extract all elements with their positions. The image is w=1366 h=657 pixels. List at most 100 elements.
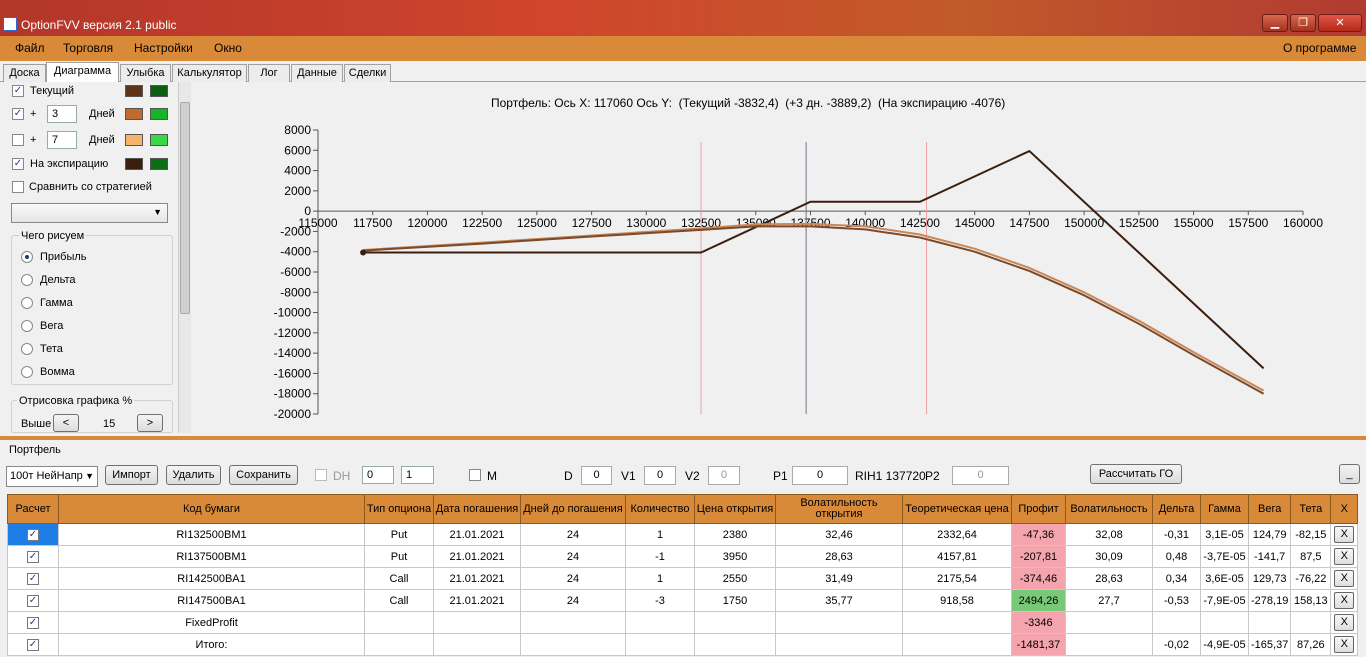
column-header[interactable]: X: [1330, 494, 1359, 524]
d7-color-b[interactable]: [150, 134, 168, 146]
table-row[interactable]: ✓ RI147500BA1 Call 21.01.2021 24 -3 1750 35,77 9…: [7, 589, 1359, 612]
maximize-button[interactable]: ❐: [1290, 14, 1316, 32]
render-prev-button[interactable]: <: [53, 414, 79, 432]
column-header[interactable]: Количество: [625, 494, 695, 524]
radio-vega[interactable]: [21, 320, 33, 332]
radio-vomma[interactable]: [21, 366, 33, 378]
table-row[interactable]: ✓ Итого: -1481,37 -0,02 -4,9E-05 -165,37 87,26…: [7, 633, 1359, 656]
calc-checkbox-cell[interactable]: ✓: [7, 611, 59, 634]
minimize-button[interactable]: ▁: [1262, 14, 1288, 32]
tab-diagram[interactable]: Диаграмма: [46, 62, 119, 83]
calc-checkbox[interactable]: ✓: [27, 551, 39, 563]
render-next-button[interactable]: >: [137, 414, 163, 432]
exp-color-b[interactable]: [150, 158, 168, 170]
calc-checkbox-cell[interactable]: ✓: [7, 633, 59, 656]
menu-file[interactable]: Файл: [15, 41, 45, 55]
menu-trade[interactable]: Торговля: [63, 41, 114, 55]
d-field[interactable]: 0: [581, 466, 612, 485]
menu-about[interactable]: О программе: [1283, 41, 1357, 55]
remove-row-cell[interactable]: X: [1330, 633, 1359, 656]
panel-scrollbar[interactable]: [178, 82, 191, 433]
tab-log[interactable]: Лог: [248, 64, 290, 82]
radio-delta[interactable]: [21, 274, 33, 286]
column-header[interactable]: Профит: [1011, 494, 1066, 524]
column-header[interactable]: Волатильность открытия: [775, 494, 903, 524]
current-color-a[interactable]: [125, 85, 143, 97]
remove-row-cell[interactable]: X: [1330, 523, 1359, 546]
remove-row-button[interactable]: X: [1334, 636, 1355, 653]
dh-spin-1[interactable]: 0: [362, 466, 394, 484]
radio-theta[interactable]: [21, 343, 33, 355]
column-header[interactable]: Гамма: [1200, 494, 1249, 524]
calc-checkbox[interactable]: ✓: [27, 529, 39, 541]
compare-checkbox[interactable]: [12, 181, 24, 193]
column-header[interactable]: Вега: [1247, 494, 1292, 524]
radio-gamma[interactable]: [21, 297, 33, 309]
p1-field[interactable]: 0: [792, 466, 848, 485]
calc-checkbox[interactable]: ✓: [27, 639, 39, 651]
m-checkbox[interactable]: [469, 469, 481, 481]
days7-input[interactable]: 7: [47, 131, 77, 149]
remove-row-cell[interactable]: X: [1330, 567, 1359, 590]
remove-row-button[interactable]: X: [1334, 570, 1355, 587]
table-row[interactable]: ✓ FixedProfit -3346 X: [7, 611, 1359, 634]
save-button[interactable]: Сохранить: [229, 465, 298, 485]
remove-row-button[interactable]: X: [1334, 592, 1355, 609]
calc-checkbox-cell[interactable]: ✓: [7, 567, 59, 590]
v2-field[interactable]: 0: [708, 466, 740, 485]
table-row[interactable]: ✓ RI137500BM1 Put 21.01.2021 24 -1 3950 28,63 41…: [7, 545, 1359, 568]
column-header[interactable]: Код бумаги: [58, 494, 365, 524]
column-header[interactable]: Дата погашения: [433, 494, 521, 524]
table-row[interactable]: ✓ RI132500BM1 Put 21.01.2021 24 1 2380 32,46 233…: [7, 523, 1359, 546]
remove-row-cell[interactable]: X: [1330, 589, 1359, 612]
d3-color-a[interactable]: [125, 108, 143, 120]
close-button[interactable]: ✕: [1318, 14, 1362, 32]
column-header[interactable]: Дней до погашения: [520, 494, 626, 524]
tab-trades[interactable]: Сделки: [344, 64, 391, 82]
current-checkbox[interactable]: ✓: [12, 85, 24, 97]
remove-row-button[interactable]: X: [1334, 548, 1355, 565]
column-header[interactable]: Тета: [1290, 494, 1332, 524]
calc-checkbox[interactable]: ✓: [27, 573, 39, 585]
tab-data[interactable]: Данные: [291, 64, 343, 82]
tab-calculator[interactable]: Калькулятор: [172, 64, 247, 82]
column-header[interactable]: Цена открытия: [694, 494, 776, 524]
p2-field[interactable]: 0: [952, 466, 1009, 485]
column-header[interactable]: Расчет: [7, 494, 59, 524]
delete-button[interactable]: Удалить: [166, 465, 221, 485]
column-header[interactable]: Теоретическая цена: [902, 494, 1012, 524]
strategy-dropdown[interactable]: ▼: [11, 203, 168, 223]
calc-checkbox[interactable]: ✓: [27, 617, 39, 629]
days3-input[interactable]: 3: [47, 105, 77, 123]
remove-row-button[interactable]: X: [1334, 614, 1355, 631]
calc-checkbox-cell[interactable]: ✓: [7, 523, 59, 546]
portfolio-selector[interactable]: 100т НейНапр ▼: [6, 466, 98, 487]
days7-checkbox[interactable]: [12, 134, 24, 146]
d3-color-b[interactable]: [150, 108, 168, 120]
menu-window[interactable]: Окно: [214, 41, 242, 55]
calc-checkbox-cell[interactable]: ✓: [7, 545, 59, 568]
column-header[interactable]: Волатильность: [1065, 494, 1153, 524]
tab-board[interactable]: Доска: [3, 64, 46, 82]
d7-color-a[interactable]: [125, 134, 143, 146]
remove-row-cell[interactable]: X: [1330, 611, 1359, 634]
exp-color-a[interactable]: [125, 158, 143, 170]
column-header[interactable]: Тип опциона: [364, 494, 434, 524]
days3-checkbox[interactable]: ✓: [12, 108, 24, 120]
calc-checkbox-cell[interactable]: ✓: [7, 589, 59, 612]
radio-profit[interactable]: [21, 251, 33, 263]
panel-scroll-thumb[interactable]: [180, 102, 190, 314]
column-header[interactable]: Дельта: [1152, 494, 1201, 524]
menu-settings[interactable]: Настройки: [134, 41, 193, 55]
current-color-b[interactable]: [150, 85, 168, 97]
remove-row-button[interactable]: X: [1334, 526, 1355, 543]
panel-separator[interactable]: [0, 436, 1366, 440]
expiry-checkbox[interactable]: ✓: [12, 158, 24, 170]
import-button[interactable]: Импорт: [105, 465, 158, 485]
dh-checkbox[interactable]: [315, 469, 327, 481]
v1-field[interactable]: 0: [644, 466, 676, 485]
remove-row-cell[interactable]: X: [1330, 545, 1359, 568]
calc-checkbox[interactable]: ✓: [27, 595, 39, 607]
calc-margin-button[interactable]: Рассчитать ГО: [1090, 464, 1182, 484]
minimize-panel-button[interactable]: _: [1339, 464, 1360, 484]
